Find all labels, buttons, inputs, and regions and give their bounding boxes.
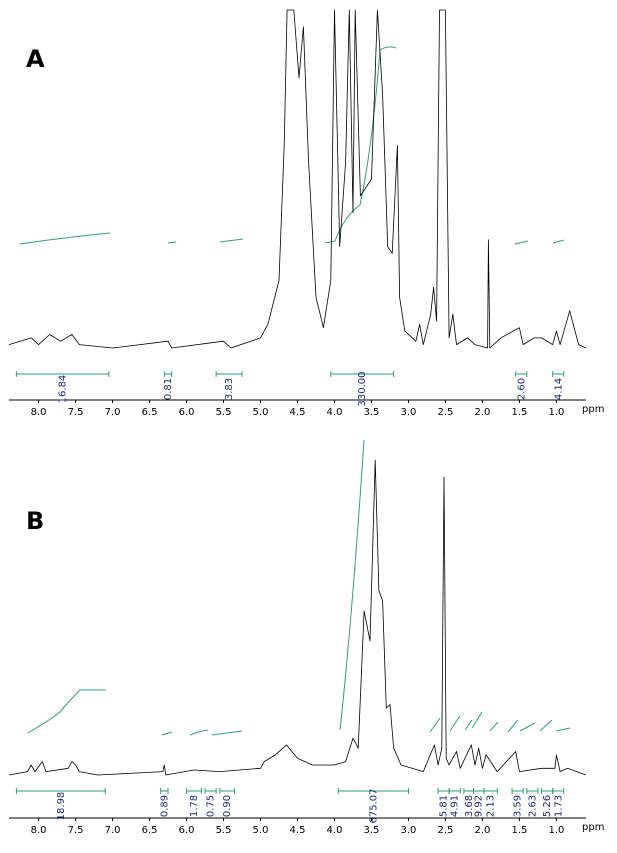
integral-curve (27, 689, 106, 734)
integral-curve (161, 731, 173, 736)
x-axis-label: ppm (582, 404, 604, 415)
x-tick-label: 5.5 (216, 825, 232, 836)
integral-label: 18.98 (56, 792, 67, 821)
integral-label: 3.83 (224, 378, 235, 400)
integral-label: 1.78 (189, 795, 200, 817)
integral-label: 0.81 (163, 378, 174, 400)
x-tick-label: 7.0 (105, 407, 121, 418)
x-tick-label: 6.5 (142, 407, 158, 418)
x-tick-label: 2.5 (437, 407, 453, 418)
x-tick-label: 6.0 (179, 407, 195, 418)
x-tick-label: 5.0 (253, 407, 269, 418)
x-tick-label: 8.0 (31, 407, 47, 418)
x-tick-label: 5.0 (253, 825, 269, 836)
integral-label: 4.14 (553, 378, 564, 400)
x-tick-label: 8.0 (31, 825, 47, 836)
x-tick-label: 1.5 (511, 407, 527, 418)
x-tick-label: 3.5 (364, 407, 380, 418)
x-tick-label: 3.0 (401, 407, 417, 418)
integral-label: 5.26 (542, 795, 553, 817)
integral-curves (19, 46, 571, 736)
x-tick-label: 5.5 (216, 407, 232, 418)
integral-label: 9.92 (474, 795, 485, 817)
x-tick-label: 1.0 (548, 825, 564, 836)
integral-label: 2.13 (486, 795, 497, 817)
integral-label: 330.00 (357, 372, 368, 407)
integral-curve (189, 729, 209, 736)
integral-label: 16.84 (58, 375, 69, 404)
x-tick-label: 1.5 (511, 825, 527, 836)
x-tick-label: 7.0 (105, 825, 121, 836)
x-tick-label: 7.5 (68, 825, 84, 836)
x-tick-label: 7.5 (68, 407, 84, 418)
integral-label: 4.91 (450, 795, 461, 817)
integral-curve (552, 239, 565, 244)
integral-label: 1.73 (553, 795, 564, 817)
x-tick-label: 4.0 (327, 825, 343, 836)
integral-curve (219, 238, 244, 243)
integral-curve (324, 46, 397, 244)
x-tick-label: 2.0 (474, 825, 490, 836)
panel-label: B (26, 507, 44, 535)
x-tick-label: 4.5 (290, 825, 306, 836)
integral-label: 675.07 (368, 789, 379, 824)
panel-label: A (26, 45, 45, 73)
spectrum-line (8, 9, 587, 349)
integral-label: 0.90 (222, 795, 233, 817)
integral-curve (514, 240, 529, 245)
integral-label: 3.59 (513, 795, 524, 817)
integral-curve (339, 439, 365, 731)
integral-curve (19, 232, 111, 245)
integral-label: 2.63 (527, 795, 538, 817)
x-tick-label: 2.0 (474, 407, 490, 418)
x-tick-label: 2.5 (437, 825, 453, 836)
integral-curve (211, 730, 243, 736)
x-tick-label: 1.0 (548, 407, 564, 418)
integral-label: 0.75 (206, 795, 217, 817)
x-tick-label: 6.0 (179, 825, 195, 836)
integral-curve (429, 711, 571, 733)
x-tick-label: 3.5 (364, 825, 380, 836)
x-tick-label: 4.5 (290, 407, 306, 418)
integral-label: 0.89 (159, 795, 170, 817)
x-tick-label: 4.0 (327, 407, 343, 418)
x-tick-label: 3.0 (401, 825, 417, 836)
x-axis-label: ppm (582, 822, 604, 833)
integral-label: 2.60 (516, 378, 527, 400)
integral-label: 5.81 (439, 795, 450, 817)
integral-curve (167, 241, 177, 244)
x-tick-label: 6.5 (142, 825, 158, 836)
integral-label: 3.68 (464, 795, 475, 817)
spectrum-line (8, 459, 587, 776)
